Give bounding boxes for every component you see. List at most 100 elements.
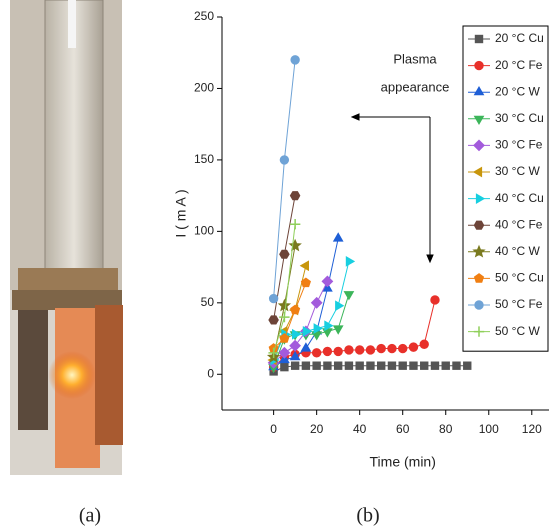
marker [420, 361, 429, 370]
marker [355, 361, 364, 370]
marker [473, 273, 485, 283]
marker [278, 346, 291, 359]
photo [10, 0, 123, 475]
marker [398, 361, 407, 370]
legend-label: 20 °C W [495, 84, 540, 98]
marker [376, 361, 386, 370]
legend-label: 40 °C W [495, 244, 540, 258]
marker [322, 346, 333, 357]
marker [474, 34, 484, 44]
marker [387, 361, 397, 370]
legend-label: 20 °C Fe [495, 58, 543, 72]
marker [344, 361, 354, 370]
marker [301, 361, 311, 370]
marker [312, 361, 321, 370]
marker [299, 260, 309, 272]
y-axis-label: I ( m A ) [173, 189, 189, 237]
marker [475, 193, 486, 204]
x-tick-label: 0 [270, 422, 277, 436]
series [267, 275, 334, 369]
series [269, 361, 472, 376]
marker [277, 298, 292, 312]
marker [473, 326, 485, 337]
marker [310, 296, 323, 309]
marker [474, 300, 484, 310]
series-line [273, 265, 307, 361]
marker [323, 361, 332, 370]
series [268, 219, 301, 359]
series [268, 55, 300, 304]
marker [474, 60, 484, 71]
marker [268, 315, 279, 325]
y-tick-label: 150 [194, 152, 214, 166]
marker [365, 345, 376, 355]
marker [332, 232, 344, 242]
marker [452, 361, 461, 370]
series-line [273, 282, 307, 349]
marker [321, 275, 334, 288]
panel-label: (a) [79, 505, 101, 527]
marker [279, 249, 290, 259]
x-tick-label: 60 [396, 422, 410, 436]
series [268, 277, 311, 353]
marker [289, 191, 301, 201]
marker [345, 256, 356, 267]
legend-label: 40 °C Fe [495, 217, 543, 231]
marker [279, 311, 290, 323]
marker [398, 343, 408, 354]
marker [473, 115, 485, 126]
legend-label: 50 °C Cu [495, 271, 544, 285]
marker [408, 342, 419, 352]
marker [430, 295, 440, 305]
marker [473, 139, 485, 152]
legend-label: 30 °C Cu [495, 111, 544, 125]
marker [268, 293, 279, 304]
marker [376, 343, 386, 354]
marker [419, 339, 429, 349]
legend-label: 50 °C W [495, 324, 540, 338]
chart: 0 50 100 150 200 250 0 20 40 60 80 100 120 Time (min)… [173, 9, 549, 470]
marker [333, 346, 343, 357]
x-tick-label: 120 [522, 422, 542, 436]
marker [409, 361, 418, 370]
marker [300, 277, 311, 288]
marker [441, 361, 450, 370]
marker [289, 219, 301, 230]
marker [290, 304, 301, 315]
legend-label: 30 °C W [495, 164, 540, 178]
legend-label: 40 °C Cu [495, 191, 544, 205]
marker [366, 361, 375, 370]
marker [343, 291, 355, 301]
panel-label: (b) [356, 505, 379, 527]
legend-label: 50 °C Fe [495, 297, 543, 311]
marker [344, 345, 354, 355]
marker [472, 166, 483, 178]
marker [333, 361, 343, 370]
y-tick-label: 250 [194, 9, 214, 23]
marker [387, 343, 397, 354]
marker [279, 155, 290, 165]
annotation: appearance [381, 79, 450, 94]
y-tick-label: 200 [194, 81, 214, 95]
x-tick-label: 80 [439, 422, 453, 436]
y-tick-label: 50 [201, 295, 215, 309]
x-axis-label: Time (min) [370, 454, 436, 470]
marker [324, 320, 334, 332]
y-tick-label: 100 [194, 224, 214, 238]
annotation-arrow [350, 113, 434, 264]
x-tick-label: 100 [479, 422, 499, 436]
legend-box [462, 25, 549, 352]
x-tick-label: 20 [310, 422, 324, 436]
marker [311, 348, 322, 358]
marker [335, 300, 345, 312]
marker [289, 339, 302, 352]
legend-label: 30 °C Fe [495, 138, 543, 152]
marker [268, 347, 279, 359]
marker [473, 85, 485, 96]
marker [473, 220, 485, 230]
marker [300, 342, 312, 352]
marker [430, 361, 440, 370]
marker [290, 55, 300, 65]
marker [292, 328, 302, 340]
legend-label: 20 °C Cu [495, 31, 544, 45]
